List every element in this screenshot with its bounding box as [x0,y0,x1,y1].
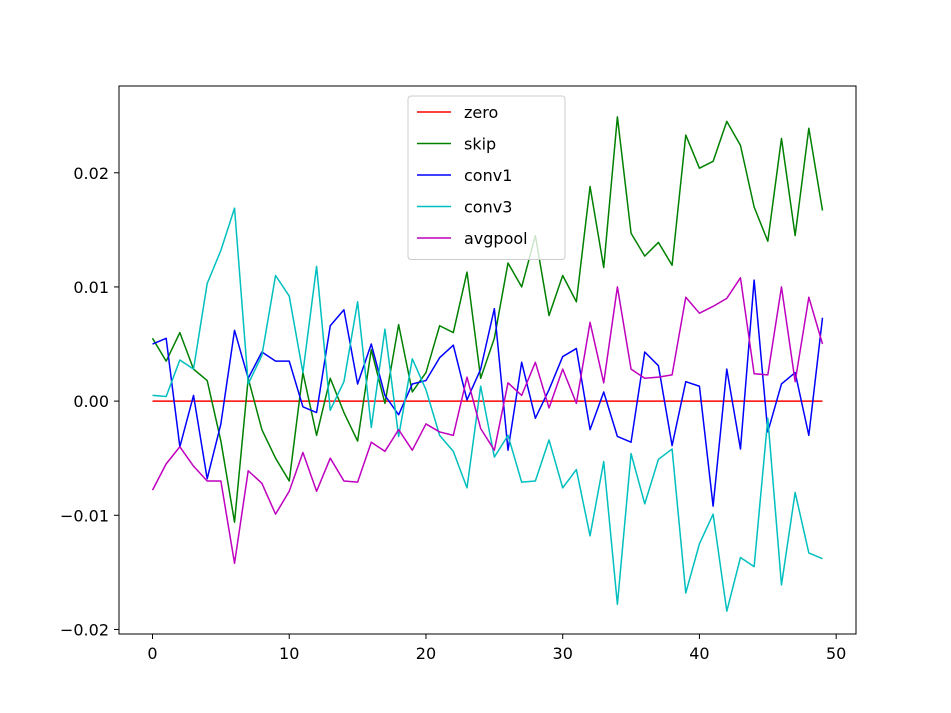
y-axis: −0.02 −0.01 0.00 0.01 0.02 [60,164,119,639]
legend: zero skip conv1 conv3 avgpool [407,95,566,260]
y-tick-label: −0.02 [60,620,109,639]
x-tick-label: 20 [416,644,436,663]
y-tick-label: 0.00 [73,392,109,411]
x-axis: 0 10 20 30 40 50 [147,634,846,663]
y-tick-label: 0.02 [73,164,109,183]
legend-label-skip: skip [464,135,496,154]
x-tick-label: 30 [553,644,573,663]
x-tick-label: 50 [826,644,846,663]
plot-frame [118,85,857,635]
legend-box [407,95,566,260]
legend-label-avgpool: avgpool [464,229,528,248]
x-tick-label: 40 [689,644,709,663]
series-line-conv3 [152,207,823,612]
series-line-avgpool [151,277,824,564]
legend-label-zero: zero [464,103,498,122]
series-line-conv1 [152,279,824,507]
legend-label-conv1: conv1 [464,166,512,185]
x-tick-label: 0 [147,644,157,663]
legend-label-conv3: conv3 [464,198,512,217]
series-line-skip [151,116,824,523]
series-layer [151,116,824,612]
x-tick-label: 10 [279,644,299,663]
y-tick-label: 0.01 [73,278,109,297]
y-tick-label: −0.01 [60,506,109,525]
